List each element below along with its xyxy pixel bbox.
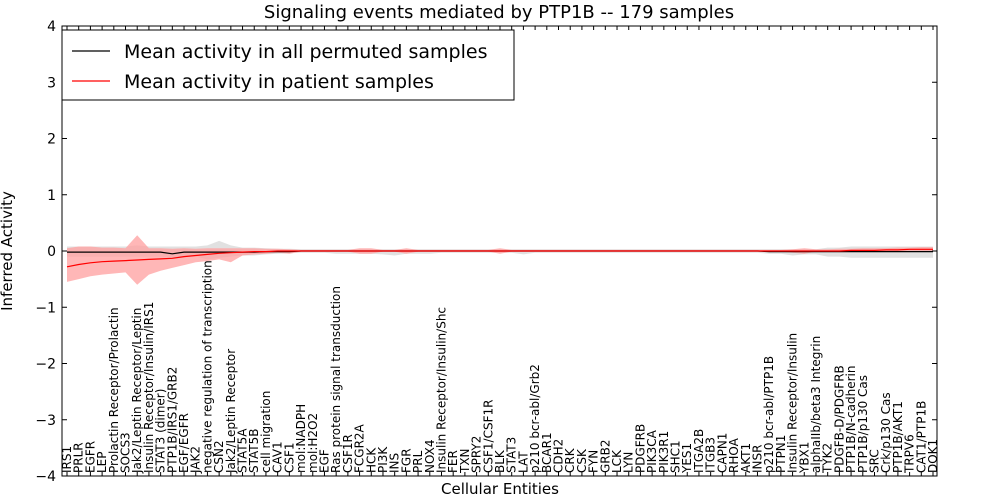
x-tick-label: ITGB3 xyxy=(704,437,718,473)
x-tick-label: Crk/p130 Cas xyxy=(879,392,893,473)
legend: Mean activity in all permuted samples Me… xyxy=(61,29,515,101)
x-tick-label: PTP1B/N-cadherin xyxy=(844,366,858,473)
x-tick-label: TXN xyxy=(458,448,472,474)
x-tick-label: INS xyxy=(388,453,402,473)
x-tick-label: PTP1B/AKT1 xyxy=(891,401,905,473)
x-tick-label: alphaIIb/beta3 Integrin xyxy=(809,336,823,473)
x-tick-label: Insulin Receptor/Insulin xyxy=(786,333,800,473)
x-tick-label: Insulin Receptor/Insulin/IRS1 xyxy=(142,302,156,473)
x-tick-label: CAV1 xyxy=(271,441,285,473)
legend-box xyxy=(61,29,515,101)
x-tick-label: DOK1 xyxy=(926,439,940,473)
x-tick-label: CAT1/PTP1B xyxy=(914,401,928,473)
x-tick-label: PDGFRB xyxy=(633,424,647,473)
x-tick-label: PRLR xyxy=(72,442,86,473)
x-tick-label: EGF/EGFR xyxy=(177,413,191,473)
x-tick-label: JAK2 xyxy=(189,446,203,474)
x-tick-label: AKT1 xyxy=(739,443,753,473)
x-tick-label: RHOA xyxy=(727,437,741,473)
x-tick-label: LYN xyxy=(622,452,636,473)
x-tick-label: CAPN1 xyxy=(715,433,729,473)
x-tick-label: PTP1B/p130 Cas xyxy=(856,375,870,473)
y-tick-label: −2 xyxy=(35,357,56,373)
x-tick-label: Jak2/Leptin Receptor/Leptin xyxy=(130,308,144,474)
x-tick-label: FYN xyxy=(587,450,601,473)
x-tick-label: STAT3 xyxy=(505,437,519,473)
x-tick-label: CSK xyxy=(575,448,589,473)
x-tick-label: Ras protein signal transduction xyxy=(329,286,343,473)
series-lines xyxy=(66,248,933,268)
y-axis: −4 −3 −2 −1 0 1 2 3 4 xyxy=(35,19,937,485)
y-tick-label: −4 xyxy=(35,469,56,485)
x-tick-label: PRL xyxy=(411,450,425,473)
x-tick-label: GRB2 xyxy=(598,439,612,473)
x-axis-title: Cellular Entities xyxy=(441,480,559,498)
x-tick-label: HCK xyxy=(364,447,378,473)
x-tick-label: STAT5A xyxy=(236,428,250,473)
x-tick-label: mol:H2O2 xyxy=(306,413,320,473)
x-tick-label: BLK xyxy=(493,449,507,473)
y-tick-label: −3 xyxy=(35,413,56,429)
x-tick-label: CSF1 xyxy=(282,442,296,473)
y-tick-label: 0 xyxy=(47,244,56,260)
x-tick-label: ITGA2B xyxy=(692,429,706,473)
x-tick-label: Insulin Receptor/Insulin/Shc xyxy=(435,307,449,473)
x-tick-label: SRC xyxy=(868,449,882,473)
x-tick-label: LEP xyxy=(95,451,109,473)
x-tick-label: PDGFB-D/PDGFRB xyxy=(832,365,846,473)
x-tick-label: LAT xyxy=(516,451,530,473)
x-tick-label: CSF1/CSF1R xyxy=(481,400,495,473)
x-tick-label: EGFR xyxy=(83,441,97,473)
x-tick-label: CRK xyxy=(563,447,577,473)
y-tick-label: 4 xyxy=(47,19,56,35)
x-tick-label: negative regulation of transcription xyxy=(200,260,214,473)
y-axis-title: Inferred Activity xyxy=(0,191,16,311)
x-tick-label: TYK2 xyxy=(821,443,835,474)
confidence-bands xyxy=(67,235,933,285)
x-tick-label: STAT5B xyxy=(247,429,261,474)
x-tick-label: TRPV6 xyxy=(903,434,917,474)
x-tick-label: STAT3 (dimer) xyxy=(154,389,168,473)
band-patient xyxy=(67,235,933,285)
x-tick-label: BCAR1 xyxy=(540,432,554,473)
x-tick-label: SOCS3 xyxy=(119,432,133,473)
x-tick-label: SPRY2 xyxy=(470,436,484,473)
x-tick-label: Jak2/Leptin Receptor xyxy=(224,349,238,474)
x-tick-label: FCGR2A xyxy=(353,423,367,473)
x-tick-label: mol:NADPH xyxy=(294,404,308,473)
x-tick-label: PI3K xyxy=(376,446,390,473)
x-tick-label: PTPN1 xyxy=(774,435,788,473)
y-tick-label: 1 xyxy=(47,188,56,204)
x-tick-label: CSN2 xyxy=(212,440,226,473)
x-tick-label: p210 bcr-abl/Grb2 xyxy=(528,364,542,473)
x-tick-label: CDH2 xyxy=(552,439,566,473)
x-tick-label: PIK3CA xyxy=(645,429,659,473)
x-tick-label: PTP1B/IRS1/GRB2 xyxy=(165,367,179,473)
x-tick-label: LCK xyxy=(610,449,624,473)
chart-title: Signaling events mediated by PTP1B -- 17… xyxy=(264,2,734,23)
x-tick-label: YBX1 xyxy=(797,442,811,474)
x-tick-label: NOX4 xyxy=(423,439,437,473)
x-tick-label: PIK3R1 xyxy=(657,431,671,473)
y-tick-label: 2 xyxy=(47,132,56,148)
x-tick-label: Prolactin Receptor/Prolactin xyxy=(107,307,121,473)
x-tick-label: cell migration xyxy=(259,391,273,473)
x-tick-label: YES1 xyxy=(680,443,694,474)
x-tick-label: FER xyxy=(446,450,460,473)
y-tick-label: 3 xyxy=(47,75,56,91)
x-tick-label: SHC1 xyxy=(669,440,683,473)
line-patient xyxy=(66,248,933,268)
x-tick-label: EGF xyxy=(318,449,332,473)
x-tick-label: INSR xyxy=(751,445,765,473)
x-tick-label: FGR xyxy=(399,448,413,473)
legend-label-patient: Mean activity in patient samples xyxy=(124,71,434,93)
legend-label-permuted: Mean activity in all permuted samples xyxy=(124,41,487,63)
x-tick-label: p210 bcr-abl/PTP1B xyxy=(762,356,776,473)
x-tick-label: IRS1 xyxy=(60,446,74,473)
x-tick-label: CSF1R xyxy=(341,434,355,473)
y-tick-label: −1 xyxy=(35,300,56,316)
